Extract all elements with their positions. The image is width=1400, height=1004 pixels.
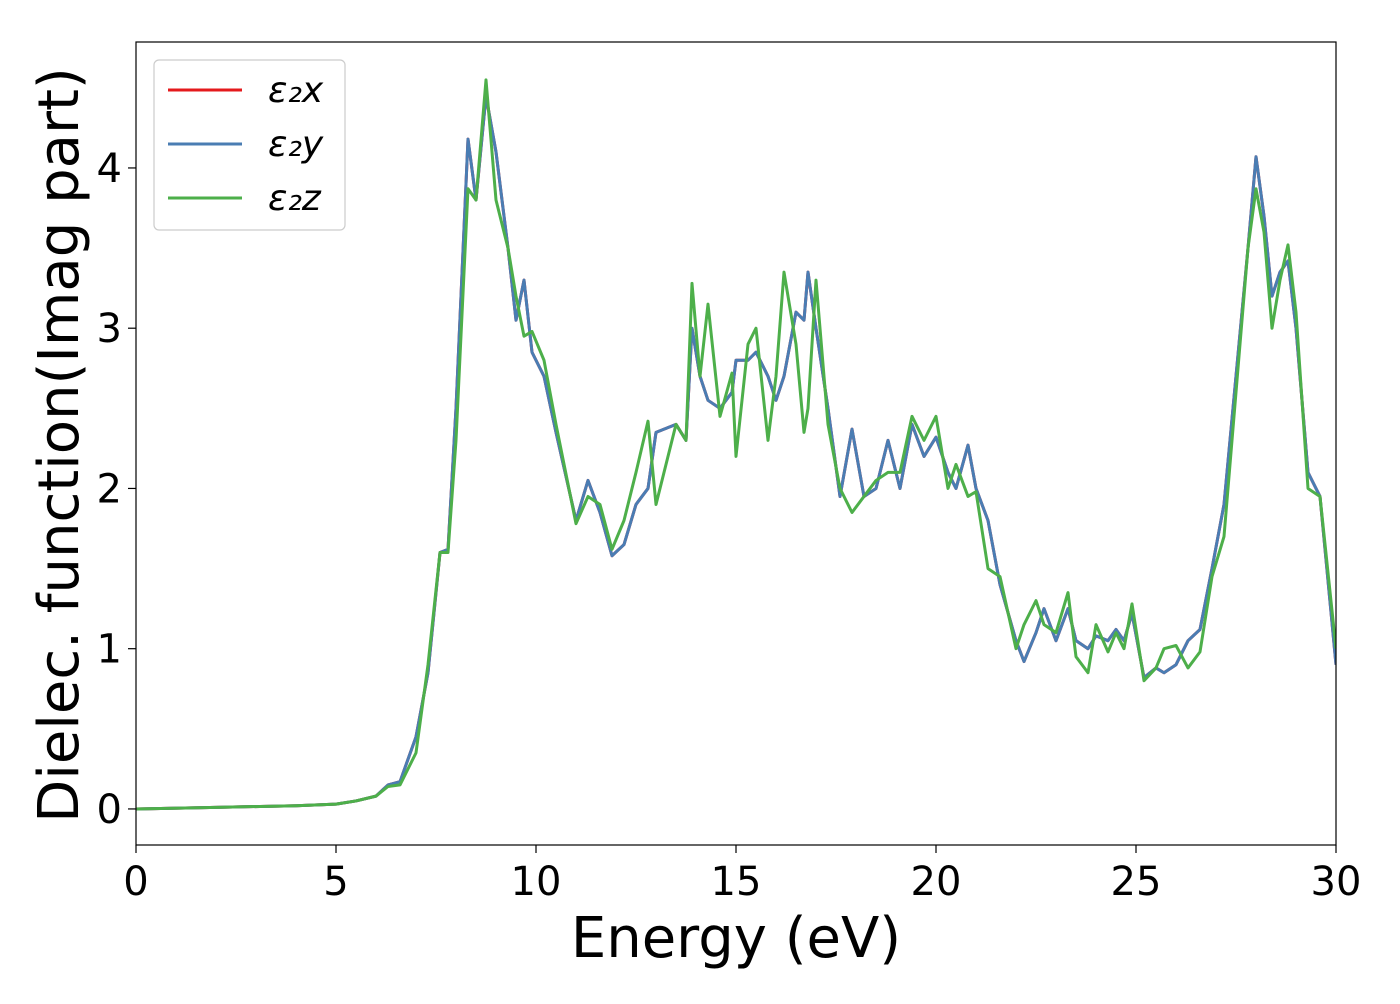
y-tick-label: 1 xyxy=(97,627,122,673)
x-tick-label: 25 xyxy=(1111,859,1162,905)
x-tick-label: 30 xyxy=(1311,859,1362,905)
x-tick-label: 0 xyxy=(123,859,148,905)
x-tick-label: 20 xyxy=(911,859,962,905)
legend-label: ε₂y xyxy=(268,124,324,165)
y-axis-label: Dielec. function(Imag part) xyxy=(27,67,92,823)
y-tick-label: 0 xyxy=(97,787,122,833)
x-axis-label: Energy (eV) xyxy=(571,906,901,971)
x-tick-label: 10 xyxy=(511,859,562,905)
y-tick-label: 2 xyxy=(97,466,122,512)
plot-frame xyxy=(135,41,1337,846)
legend-label: ε₂z xyxy=(268,178,322,219)
x-tick-label: 5 xyxy=(323,859,348,905)
y-tick-label: 4 xyxy=(97,146,122,192)
legend-box xyxy=(153,59,346,231)
series-line xyxy=(136,78,1336,811)
x-tick-label: 15 xyxy=(711,859,762,905)
y-tick-label: 3 xyxy=(97,306,122,352)
legend-label: ε₂x xyxy=(268,70,324,111)
